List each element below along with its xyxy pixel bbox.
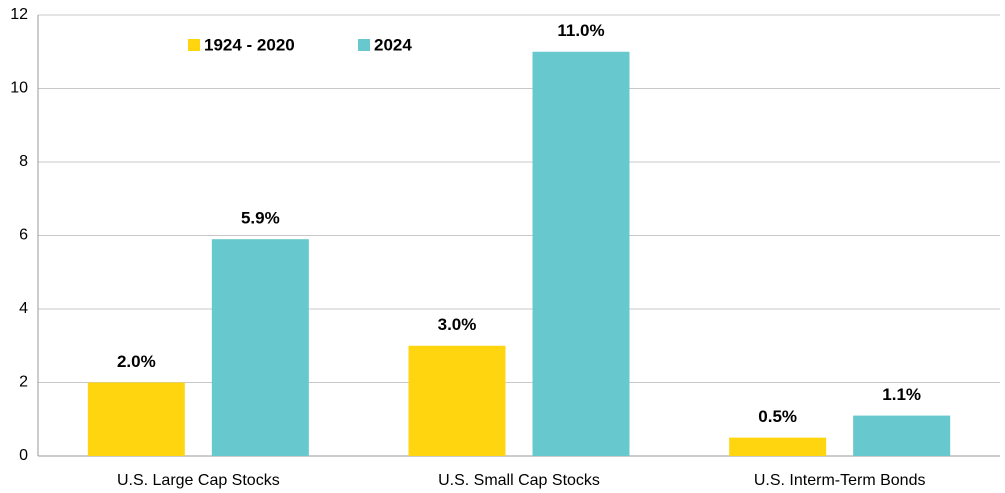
y-tick-label: 8 — [19, 153, 28, 170]
value-label: 3.0% — [438, 315, 477, 334]
value-label: 5.9% — [241, 209, 280, 228]
value-label-bg — [555, 20, 607, 43]
x-tick-label: U.S. Large Cap Stocks — [117, 472, 280, 489]
y-tick-label: 6 — [19, 227, 28, 244]
value-label: 0.5% — [758, 407, 797, 426]
x-tick-label: U.S. Interm-Term Bonds — [754, 472, 926, 489]
y-tick-label: 10 — [10, 80, 28, 97]
x-tick-label: U.S. Small Cap Stocks — [438, 472, 600, 489]
value-label-bg — [110, 351, 163, 374]
value-label-bg — [431, 314, 483, 337]
value-label: 1.1% — [882, 385, 921, 404]
bar — [87, 382, 185, 456]
bar — [408, 345, 506, 456]
bar — [853, 415, 951, 456]
value-label-bg — [875, 384, 928, 407]
legend-swatch — [188, 39, 200, 51]
value-label-bg — [234, 208, 287, 231]
value-label: 2.0% — [117, 352, 156, 371]
value-label-bg — [751, 406, 804, 429]
bar — [532, 51, 630, 456]
value-label: 11.0% — [557, 21, 604, 40]
legend-label: 1924 - 2020 — [204, 35, 295, 54]
legend-label: 2024 — [374, 35, 412, 54]
y-tick-label: 2 — [19, 374, 28, 391]
bar — [729, 437, 827, 456]
legend-swatch — [358, 39, 370, 51]
bar — [211, 239, 309, 456]
y-tick-label: 4 — [19, 300, 28, 317]
y-tick-label: 0 — [19, 447, 28, 464]
y-tick-label: 12 — [10, 6, 28, 23]
